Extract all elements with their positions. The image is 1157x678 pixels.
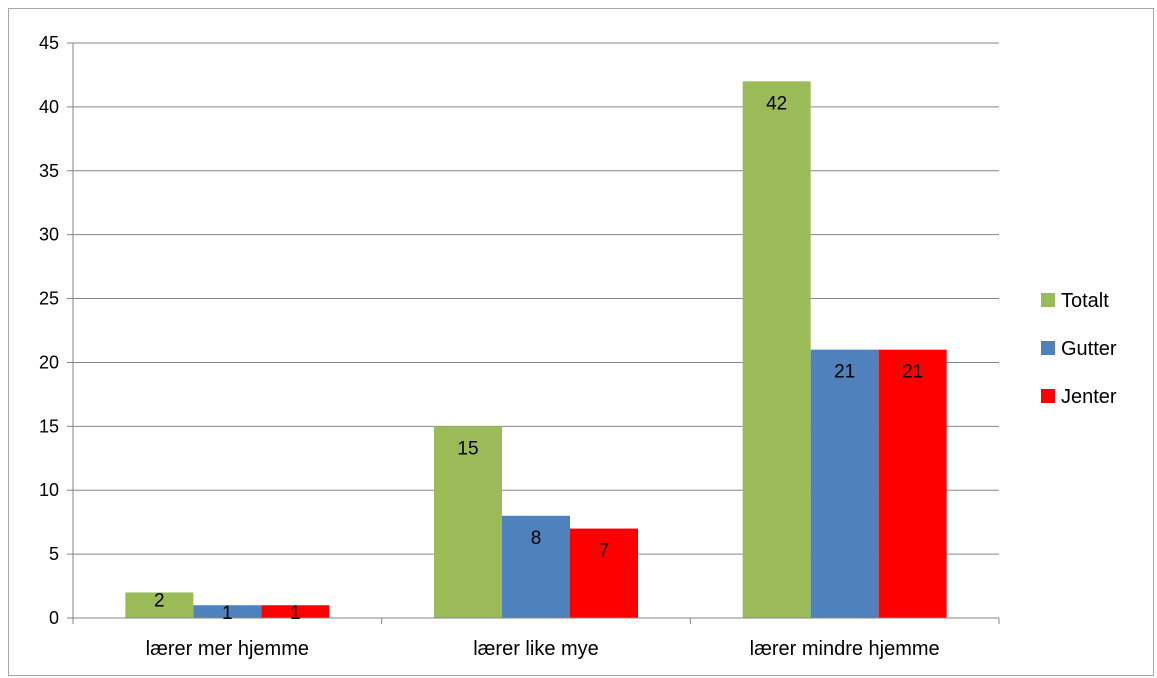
y-axis-tick-labels: 0 5 10 15 20 25 30 35 40 45 xyxy=(39,33,59,628)
bars xyxy=(125,81,947,619)
y-tick-label: 45 xyxy=(39,33,59,53)
legend-swatch xyxy=(1041,293,1055,307)
legend-label: Jenter xyxy=(1061,386,1117,408)
y-tick-label: 10 xyxy=(39,480,59,500)
data-label: 15 xyxy=(457,438,478,459)
data-label: 42 xyxy=(766,93,787,114)
bar-totalt xyxy=(742,81,811,619)
legend-label: Gutter xyxy=(1061,338,1117,360)
x-category-label: lærer like mye xyxy=(473,638,599,660)
data-label: 1 xyxy=(222,603,233,624)
y-tick-label: 0 xyxy=(49,608,59,628)
data-label: 2 xyxy=(154,590,165,611)
legend: Totalt Gutter Jenter xyxy=(1041,290,1117,408)
legend-label: Totalt xyxy=(1061,290,1109,312)
bar-totalt xyxy=(434,426,502,618)
legend-swatch xyxy=(1041,389,1055,403)
y-tick-label: 5 xyxy=(49,544,59,564)
data-label: 1 xyxy=(290,603,301,624)
bar-jenter xyxy=(261,605,330,618)
x-axis-category-labels: lærer mer hjemme lærer like mye lærer mind… xyxy=(146,638,940,660)
x-category-label: lærer mer hjemme xyxy=(146,638,309,660)
axes xyxy=(67,42,1000,624)
y-tick-label: 15 xyxy=(39,416,59,436)
bar-jenter xyxy=(570,528,638,618)
y-tick-label: 40 xyxy=(39,97,59,117)
y-tick-label: 35 xyxy=(39,161,59,181)
data-label: 21 xyxy=(902,362,923,383)
legend-swatch xyxy=(1041,341,1055,355)
data-label: 21 xyxy=(834,362,855,383)
bar-totalt xyxy=(125,592,194,618)
bar-gutter xyxy=(810,349,879,618)
x-category-label: lærer mindre hjemme xyxy=(750,638,940,660)
bar-jenter xyxy=(878,349,947,618)
data-label: 8 xyxy=(531,528,542,549)
y-tick-label: 25 xyxy=(39,289,59,309)
data-labels: 2 15 42 1 8 21 1 7 21 xyxy=(154,93,923,624)
data-label: 7 xyxy=(599,541,610,562)
y-tick-label: 20 xyxy=(39,352,59,372)
bar-gutter xyxy=(502,515,570,618)
bar-gutter xyxy=(193,605,262,618)
y-tick-label: 30 xyxy=(39,225,59,245)
